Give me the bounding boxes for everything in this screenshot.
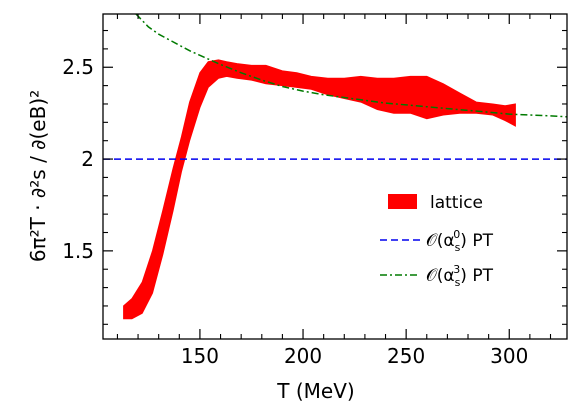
x-tick-label: 150 bbox=[181, 344, 219, 368]
y-axis-label: 6π²T · ∂²s / ∂(eB)² bbox=[26, 90, 50, 262]
x-axis-label: T (MeV) bbox=[276, 379, 354, 403]
legend-label-oas0: 𝒪(αs0) PT bbox=[426, 228, 494, 254]
y-tick-label: 2 bbox=[81, 147, 94, 171]
series-lattice-band bbox=[123, 59, 516, 320]
y-tick-label: 1.5 bbox=[62, 239, 94, 263]
x-tick-label: 250 bbox=[387, 344, 425, 368]
legend-label-lattice: lattice bbox=[430, 193, 483, 213]
plot-area bbox=[103, 14, 567, 320]
legend-swatch-lattice bbox=[388, 194, 417, 209]
x-tick-label: 300 bbox=[490, 344, 528, 368]
axes: 150 200 250 300 1.5 2 2.5 bbox=[62, 13, 568, 368]
plot-frame bbox=[102, 13, 568, 340]
series-oas3-line bbox=[135, 14, 567, 118]
y-tick-label: 2.5 bbox=[62, 55, 94, 79]
x-tick-label: 200 bbox=[284, 344, 322, 368]
legend: lattice 𝒪(αs0) PT 𝒪(αs3) PT bbox=[380, 193, 494, 289]
legend-label-oas3: 𝒪(αs3) PT bbox=[426, 263, 494, 289]
